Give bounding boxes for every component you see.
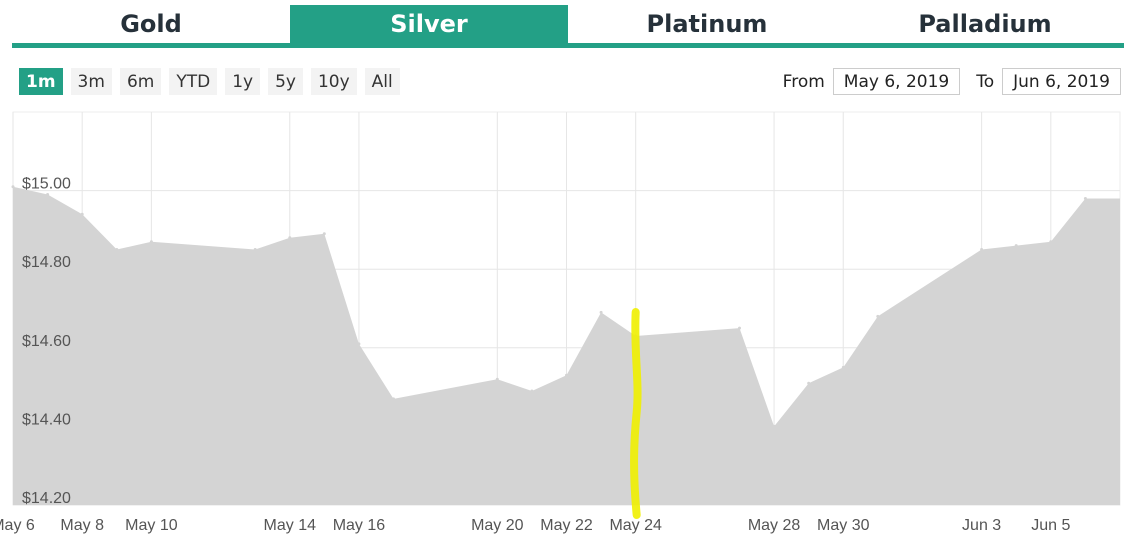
x-tick-label: May 10 bbox=[125, 517, 178, 534]
chart-svg: $15.00 $14.80 $14.60 $14.40 $14.20 May 6 May 8… bbox=[0, 111, 1121, 534]
data-point bbox=[738, 326, 741, 330]
data-point bbox=[841, 365, 845, 369]
tab-palladium[interactable]: Palladium bbox=[918, 10, 1052, 38]
x-tick-label: May 14 bbox=[264, 517, 317, 534]
from-date-input[interactable]: May 6, 2019 bbox=[832, 68, 961, 95]
data-point bbox=[322, 232, 326, 236]
data-point bbox=[80, 212, 84, 216]
x-tick-label: May 28 bbox=[748, 517, 801, 534]
data-point bbox=[392, 397, 395, 401]
data-point bbox=[980, 248, 984, 251]
data-point bbox=[288, 236, 292, 240]
y-tick-label: $14.80 bbox=[22, 254, 71, 271]
range-selector: 1m 3m 6m YTD 1y 5y 10y All bbox=[19, 68, 400, 95]
data-point bbox=[357, 342, 361, 346]
highlight-marker bbox=[630, 308, 642, 519]
tab-platinum[interactable]: Platinum bbox=[646, 10, 768, 38]
data-point bbox=[253, 248, 257, 251]
x-tick-label: Jun 5 bbox=[1031, 517, 1070, 534]
y-tick-label: $14.20 bbox=[22, 490, 71, 507]
data-point bbox=[807, 381, 811, 385]
data-point bbox=[530, 389, 534, 393]
range-button-all[interactable]: All bbox=[364, 68, 400, 95]
range-button-5y[interactable]: 5y bbox=[268, 68, 303, 95]
data-point bbox=[1014, 244, 1018, 248]
data-point bbox=[1049, 240, 1053, 244]
y-tick-label: $14.60 bbox=[22, 333, 71, 350]
series-area bbox=[13, 186, 1120, 505]
x-tick-label: May 30 bbox=[817, 517, 870, 534]
x-tick-label: May 8 bbox=[60, 517, 104, 534]
y-tick-label: $14.40 bbox=[22, 411, 71, 428]
x-tick-label: May 24 bbox=[609, 517, 662, 534]
tab-gold[interactable]: Gold bbox=[120, 10, 182, 38]
data-point bbox=[46, 193, 50, 196]
data-point bbox=[115, 248, 119, 251]
from-label: From bbox=[782, 71, 825, 92]
data-point bbox=[772, 424, 776, 428]
range-button-10y[interactable]: 10y bbox=[310, 68, 357, 95]
data-point bbox=[11, 185, 15, 189]
data-point bbox=[495, 377, 499, 381]
range-button-6m[interactable]: 6m bbox=[119, 68, 162, 95]
x-tick-label: May 20 bbox=[471, 517, 524, 534]
x-tick-label: May 16 bbox=[333, 517, 386, 534]
data-point bbox=[599, 310, 603, 314]
date-range: From May 6, 2019 To Jun 6, 2019 bbox=[783, 68, 1121, 95]
data-point bbox=[565, 373, 568, 377]
range-button-3m[interactable]: 3m bbox=[70, 68, 112, 95]
x-tick-label: May 6 bbox=[0, 517, 35, 534]
to-date-input[interactable]: Jun 6, 2019 bbox=[1002, 68, 1121, 95]
data-point bbox=[876, 314, 880, 318]
price-chart: $15.00 $14.80 $14.60 $14.40 $14.20 May 6 May 8… bbox=[0, 108, 1125, 544]
x-tick-label: Jun 3 bbox=[962, 517, 1001, 534]
data-point bbox=[149, 240, 153, 244]
range-button-ytd[interactable]: YTD bbox=[169, 68, 218, 95]
metal-tabs: Gold Silver Platinum Palladium bbox=[12, 5, 1124, 43]
range-button-1m[interactable]: 1m bbox=[19, 68, 63, 95]
data-point bbox=[1083, 197, 1087, 200]
tab-silver[interactable]: Silver bbox=[290, 5, 568, 43]
x-tick-label: May 22 bbox=[540, 517, 593, 534]
to-label: To bbox=[976, 71, 995, 92]
y-tick-label: $15.00 bbox=[22, 176, 71, 193]
range-button-1y[interactable]: 1y bbox=[225, 68, 261, 95]
tab-underline bbox=[12, 43, 1124, 48]
